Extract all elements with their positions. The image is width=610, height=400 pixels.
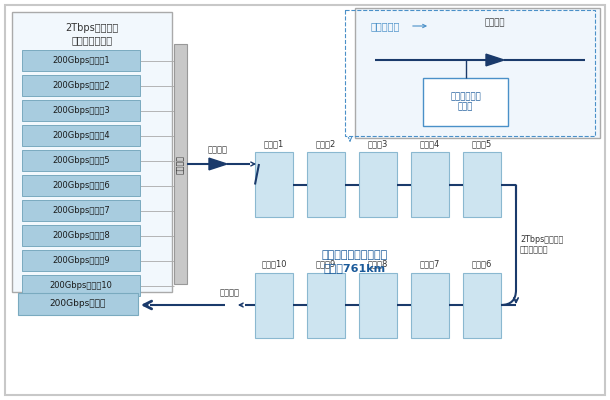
Text: 中継局3: 中継局3 (368, 139, 388, 148)
Text: ラマン増幅用
レーザ: ラマン増幅用 レーザ (450, 92, 481, 112)
Text: 光合波器: 光合波器 (176, 154, 185, 174)
Bar (359, 272, 397, 338)
Bar (22, 200, 140, 221)
Text: 光増幅器: 光増幅器 (220, 288, 240, 298)
Text: 200Gbps送信器6: 200Gbps送信器6 (52, 181, 110, 190)
Bar (18, 293, 138, 315)
Bar (359, 152, 397, 217)
Bar (12, 12, 172, 292)
Text: 200Gbps送信器3: 200Gbps送信器3 (52, 106, 110, 115)
Text: 200Gbps送信器2: 200Gbps送信器2 (52, 81, 110, 90)
Bar (22, 175, 140, 196)
Polygon shape (209, 158, 227, 170)
Text: 中継局2: 中継局2 (316, 139, 336, 148)
Text: 中継局8: 中継局8 (368, 260, 388, 268)
Text: 200Gbps送信器4: 200Gbps送信器4 (52, 131, 110, 140)
Text: 中継局6: 中継局6 (472, 260, 492, 268)
Text: 中継局10: 中継局10 (261, 260, 287, 268)
Text: 光増幅器: 光増幅器 (208, 146, 228, 154)
Bar (22, 125, 140, 146)
Bar (423, 78, 508, 126)
Bar (22, 75, 140, 96)
Bar (22, 225, 140, 246)
Text: 全長：761km: 全長：761km (324, 263, 386, 273)
Bar (307, 152, 345, 217)
Bar (255, 152, 293, 217)
Text: 光増幅器: 光増幅器 (485, 18, 505, 28)
Text: 2Tbpsスーパー
チャネル送信器: 2Tbpsスーパー チャネル送信器 (65, 23, 118, 45)
Text: 中継局構成: 中継局構成 (370, 21, 400, 31)
Text: 中継局5: 中継局5 (472, 139, 492, 148)
Text: 200Gbps送信器1: 200Gbps送信器1 (52, 56, 110, 65)
Text: 200Gbps送信器10: 200Gbps送信器10 (49, 281, 112, 290)
Text: 200Gbps送信器5: 200Gbps送信器5 (52, 156, 110, 165)
Bar (255, 272, 293, 338)
Text: 200Gbps送信器9: 200Gbps送信器9 (52, 256, 110, 265)
Bar (307, 272, 345, 338)
Bar (355, 8, 600, 138)
Bar (411, 272, 449, 338)
Bar (22, 100, 140, 121)
Bar (463, 272, 501, 338)
Bar (463, 152, 501, 217)
Text: 陸上光ファイバ伝送路: 陸上光ファイバ伝送路 (322, 250, 388, 260)
Text: 200Gbps受信器: 200Gbps受信器 (50, 300, 106, 308)
Bar (22, 150, 140, 171)
Text: 中継局7: 中継局7 (420, 260, 440, 268)
Bar (345, 10, 595, 136)
Bar (22, 275, 140, 296)
Bar (22, 250, 140, 271)
Text: 200Gbps送信器7: 200Gbps送信器7 (52, 206, 110, 215)
Bar (174, 44, 187, 284)
Bar (411, 152, 449, 217)
Polygon shape (486, 54, 504, 66)
Text: 中継局4: 中継局4 (420, 139, 440, 148)
Text: 中継局9: 中継局9 (316, 260, 336, 268)
Text: 中継局1: 中継局1 (264, 139, 284, 148)
Bar (22, 50, 140, 71)
Text: 200Gbps送信器8: 200Gbps送信器8 (52, 231, 110, 240)
Text: 2Tbpsスーパー
チャネル信号: 2Tbpsスーパー チャネル信号 (520, 235, 563, 254)
